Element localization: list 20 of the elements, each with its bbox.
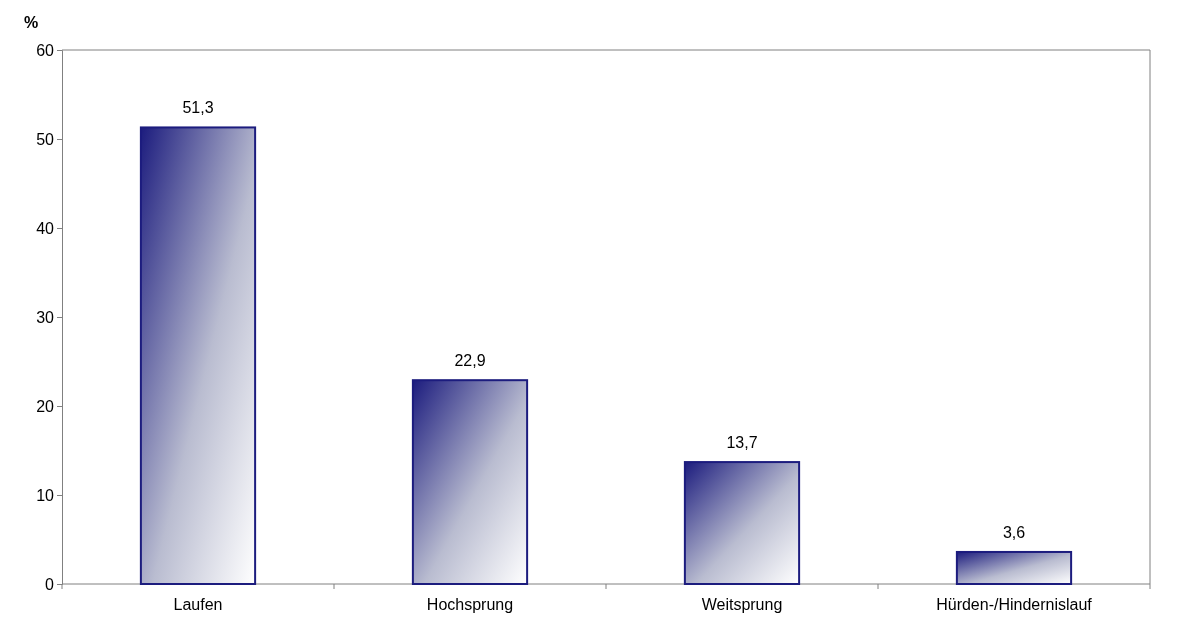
y-tick-label: 0	[45, 575, 55, 593]
y-tick-label: 10	[36, 486, 55, 504]
x-tick-label: Hürden-/Hindernislauf	[936, 596, 1093, 613]
x-tick-label: Weitsprung	[701, 596, 783, 613]
bar	[139, 126, 257, 585]
bar	[683, 461, 801, 585]
x-tick-label: Hochsprung	[426, 596, 514, 613]
y-axis-title: %	[24, 14, 39, 31]
data-label: 51,3	[182, 99, 214, 117]
data-label: 3,6	[1002, 523, 1026, 541]
x-tick-label: Laufen	[173, 596, 223, 613]
y-tick-label: 60	[36, 41, 55, 59]
y-tick-label: 50	[36, 130, 55, 148]
y-tick-label: 30	[36, 308, 55, 326]
y-tick-label: 20	[36, 397, 55, 415]
data-label: 22,9	[454, 352, 486, 370]
bar	[955, 550, 1073, 585]
data-label: 13,7	[726, 434, 758, 452]
bar	[411, 379, 529, 585]
y-tick-label: 40	[36, 219, 55, 237]
